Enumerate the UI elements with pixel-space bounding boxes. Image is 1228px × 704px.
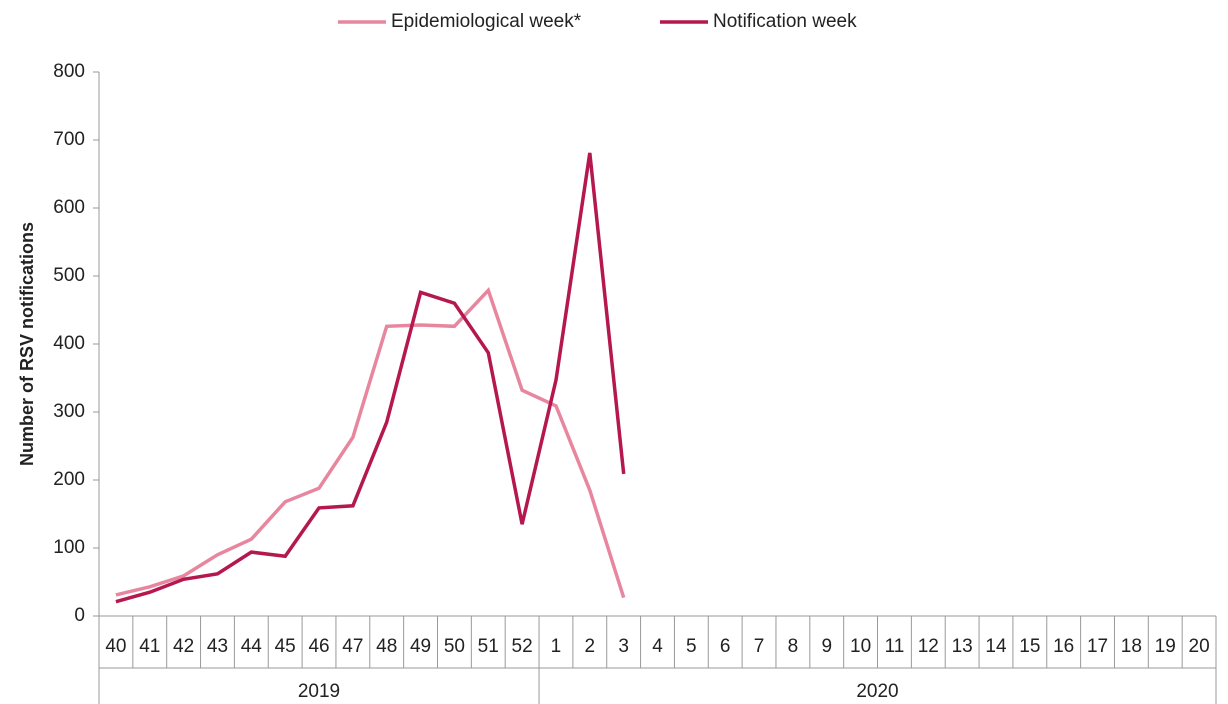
x-tick-label: 51 <box>478 636 499 657</box>
x-tick-label: 18 <box>1121 636 1142 657</box>
x-tick-label: 9 <box>821 636 832 657</box>
x-tick-label: 6 <box>720 636 731 657</box>
x-tick-label: 7 <box>754 636 765 657</box>
x-tick-label: 48 <box>376 636 397 657</box>
y-tick-label: 800 <box>53 61 85 82</box>
x-tick-label: 15 <box>1019 636 1040 657</box>
x-tick-label: 1 <box>551 636 562 657</box>
y-tick-label: 0 <box>74 605 85 626</box>
x-tick-label: 52 <box>512 636 533 657</box>
y-tick-label: 100 <box>53 537 85 558</box>
series-line <box>115 152 626 604</box>
y-tick-label: 200 <box>53 469 85 490</box>
y-tick-label: 300 <box>53 401 85 422</box>
x-tick-label: 44 <box>241 636 263 657</box>
x-group-label: 2019 <box>298 681 340 702</box>
legend-label: Epidemiological week* <box>391 11 582 32</box>
x-tick-label: 13 <box>952 636 973 657</box>
x-tick-label: 40 <box>105 636 126 657</box>
x-tick-label: 46 <box>308 636 329 657</box>
x-tick-label: 43 <box>207 636 228 657</box>
x-tick-label: 42 <box>173 636 194 657</box>
x-tick-label: 49 <box>410 636 431 657</box>
series-line <box>115 286 626 599</box>
x-tick-label: 10 <box>850 636 871 657</box>
x-group-label: 2020 <box>856 681 898 702</box>
x-tick-label: 50 <box>444 636 465 657</box>
x-tick-label: 45 <box>275 636 296 657</box>
x-tick-label: 19 <box>1155 636 1176 657</box>
x-tick-label: 2 <box>585 636 596 657</box>
x-tick-label: 16 <box>1053 636 1074 657</box>
y-tick-label: 400 <box>53 333 85 354</box>
x-tick-label: 11 <box>885 636 905 657</box>
x-tick-label: 41 <box>139 636 160 657</box>
y-tick-label: 700 <box>53 129 85 150</box>
x-tick-label: 3 <box>618 636 629 657</box>
x-tick-label: 17 <box>1087 636 1108 657</box>
y-axis-label: Number of RSV notifications <box>17 222 37 466</box>
x-tick-label: 14 <box>985 636 1007 657</box>
y-tick-label: 600 <box>53 197 85 218</box>
x-tick-label: 20 <box>1189 636 1210 657</box>
legend-label: Notification week <box>713 11 857 32</box>
x-tick-label: 8 <box>788 636 799 657</box>
x-tick-label: 5 <box>686 636 697 657</box>
x-tick-label: 4 <box>652 636 663 657</box>
y-tick-label: 500 <box>53 265 85 286</box>
x-tick-label: 12 <box>918 636 939 657</box>
x-tick-label: 47 <box>342 636 363 657</box>
